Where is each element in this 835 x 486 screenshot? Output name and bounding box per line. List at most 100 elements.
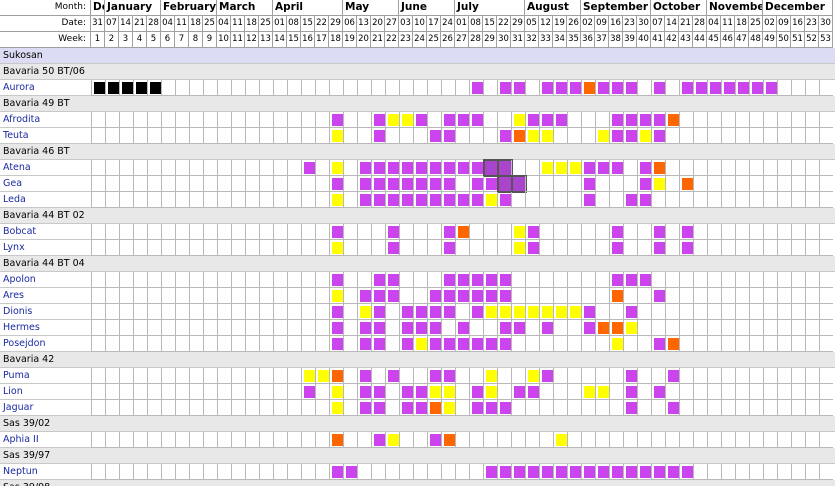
week-cell[interactable]	[581, 128, 595, 144]
week-cell[interactable]	[441, 160, 455, 176]
week-cell[interactable]	[105, 272, 119, 288]
week-cell[interactable]	[539, 288, 553, 304]
week-cell[interactable]	[707, 432, 721, 448]
week-cell[interactable]	[567, 288, 581, 304]
week-cell[interactable]	[119, 320, 133, 336]
week-cell[interactable]	[161, 320, 175, 336]
week-cell[interactable]	[189, 160, 203, 176]
week-cell[interactable]	[357, 176, 371, 192]
week-cell[interactable]	[203, 176, 217, 192]
week-cell[interactable]	[385, 240, 399, 256]
week-cell[interactable]	[665, 128, 679, 144]
week-cell[interactable]	[273, 240, 287, 256]
week-cell[interactable]	[679, 80, 693, 96]
week-cell[interactable]	[763, 192, 777, 208]
week-cell[interactable]	[763, 128, 777, 144]
week-cell[interactable]	[511, 368, 525, 384]
week-cell[interactable]	[329, 464, 343, 480]
week-cell[interactable]	[245, 112, 259, 128]
week-cell[interactable]	[91, 128, 105, 144]
week-cell[interactable]	[511, 432, 525, 448]
boat-name-link[interactable]: Ares	[0, 288, 91, 304]
week-cell[interactable]	[665, 224, 679, 240]
week-cell[interactable]	[651, 288, 665, 304]
week-cell[interactable]	[511, 128, 525, 144]
week-cell[interactable]	[231, 176, 245, 192]
week-cell[interactable]	[427, 432, 441, 448]
week-cell[interactable]	[427, 400, 441, 416]
week-cell[interactable]	[651, 128, 665, 144]
week-cell[interactable]	[805, 288, 819, 304]
week-cell[interactable]	[301, 368, 315, 384]
week-cell[interactable]	[427, 336, 441, 352]
week-cell[interactable]	[371, 176, 385, 192]
week-cell[interactable]	[595, 160, 609, 176]
week-cell[interactable]	[231, 384, 245, 400]
week-cell[interactable]	[147, 240, 161, 256]
week-cell[interactable]	[497, 80, 511, 96]
week-cell[interactable]	[287, 384, 301, 400]
week-cell[interactable]	[749, 336, 763, 352]
week-cell[interactable]	[483, 432, 497, 448]
week-cell[interactable]	[203, 80, 217, 96]
week-cell[interactable]	[189, 464, 203, 480]
week-cell[interactable]	[791, 432, 805, 448]
week-cell[interactable]	[609, 176, 623, 192]
week-cell[interactable]	[483, 128, 497, 144]
boat-name-link[interactable]: Lion	[0, 384, 91, 400]
week-cell[interactable]	[343, 272, 357, 288]
week-cell[interactable]	[105, 160, 119, 176]
week-cell[interactable]	[539, 128, 553, 144]
week-cell[interactable]	[399, 80, 413, 96]
week-cell[interactable]	[133, 384, 147, 400]
week-cell[interactable]	[595, 224, 609, 240]
week-cell[interactable]	[735, 80, 749, 96]
week-cell[interactable]	[693, 464, 707, 480]
week-cell[interactable]	[105, 336, 119, 352]
week-cell[interactable]	[371, 432, 385, 448]
week-cell[interactable]	[371, 224, 385, 240]
week-cell[interactable]	[469, 304, 483, 320]
week-cell[interactable]	[273, 288, 287, 304]
week-cell[interactable]	[679, 240, 693, 256]
week-cell[interactable]	[819, 336, 833, 352]
week-cell[interactable]	[553, 336, 567, 352]
week-cell[interactable]	[203, 128, 217, 144]
week-cell[interactable]	[805, 432, 819, 448]
week-cell[interactable]	[483, 176, 497, 192]
week-cell[interactable]	[511, 288, 525, 304]
week-cell[interactable]	[497, 224, 511, 240]
week-cell[interactable]	[721, 112, 735, 128]
week-cell[interactable]	[497, 400, 511, 416]
week-cell[interactable]	[343, 80, 357, 96]
week-cell[interactable]	[455, 128, 469, 144]
week-cell[interactable]	[441, 112, 455, 128]
week-cell[interactable]	[623, 288, 637, 304]
week-cell[interactable]	[539, 304, 553, 320]
week-cell[interactable]	[651, 192, 665, 208]
week-cell[interactable]	[427, 384, 441, 400]
week-cell[interactable]	[203, 432, 217, 448]
week-cell[interactable]	[315, 160, 329, 176]
week-cell[interactable]	[441, 128, 455, 144]
week-cell[interactable]	[595, 176, 609, 192]
week-cell[interactable]	[133, 80, 147, 96]
week-cell[interactable]	[721, 384, 735, 400]
week-cell[interactable]	[679, 304, 693, 320]
week-cell[interactable]	[119, 112, 133, 128]
week-cell[interactable]	[511, 336, 525, 352]
week-cell[interactable]	[651, 400, 665, 416]
week-cell[interactable]	[665, 160, 679, 176]
week-cell[interactable]	[609, 384, 623, 400]
week-cell[interactable]	[413, 400, 427, 416]
week-cell[interactable]	[301, 400, 315, 416]
week-cell[interactable]	[91, 288, 105, 304]
week-cell[interactable]	[301, 288, 315, 304]
week-cell[interactable]	[567, 304, 581, 320]
week-cell[interactable]	[511, 400, 525, 416]
week-cell[interactable]	[119, 224, 133, 240]
week-cell[interactable]	[707, 128, 721, 144]
week-cell[interactable]	[315, 304, 329, 320]
week-cell[interactable]	[623, 272, 637, 288]
week-cell[interactable]	[637, 464, 651, 480]
